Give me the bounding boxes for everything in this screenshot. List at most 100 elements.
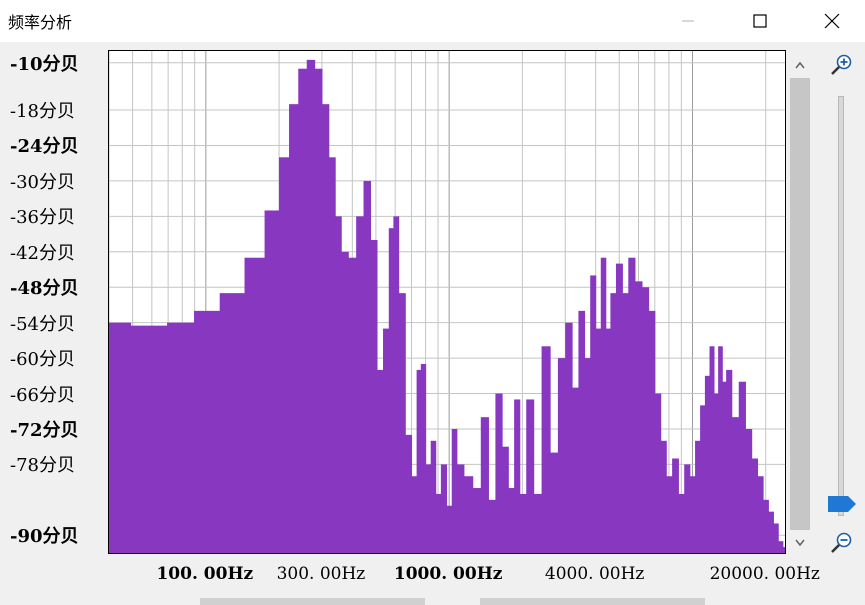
x-axis-labels: 100. 00Hz 300. 00Hz 1000. 00Hz 4000. 00Hz 20… <box>108 560 819 590</box>
zoom-slider-handle[interactable] <box>826 494 858 518</box>
spectrum-bar <box>420 364 427 553</box>
spectrum-bar <box>757 476 764 553</box>
minimize-button[interactable] <box>665 0 711 42</box>
spectrum-bar <box>370 239 378 553</box>
y-tick-label: -10分贝 <box>10 53 79 75</box>
spectrum-bar <box>446 505 453 553</box>
spectrum-bar <box>130 325 168 553</box>
spectrum-bar <box>278 157 290 553</box>
spectrum-bar <box>425 464 432 553</box>
y-tick-label: -30分贝 <box>10 171 75 193</box>
spectrum-bar <box>335 216 342 553</box>
x-tick-label: 20000. 00Hz <box>709 564 820 584</box>
spectrum-bar <box>641 287 650 553</box>
spectrum-bar <box>738 381 746 553</box>
spectrum-bar <box>672 458 679 553</box>
spectrum-bar <box>376 369 384 553</box>
spectrum-bar <box>383 328 390 553</box>
spectrum-bar <box>109 322 132 553</box>
spectrum-bar <box>689 476 696 553</box>
maximize-icon <box>753 14 767 28</box>
spectrum-bar <box>541 346 551 553</box>
spectrum-bar <box>502 446 509 553</box>
scroll-up-button[interactable] <box>787 54 813 76</box>
slider-handle-icon <box>828 496 856 512</box>
zoom-in-button[interactable] <box>828 52 854 78</box>
spectrum-bar <box>393 216 400 553</box>
spectrum-bar <box>595 328 602 553</box>
spectrum-bar <box>600 257 607 553</box>
spectrum-bar <box>709 346 715 553</box>
spectrum-bar <box>731 417 740 553</box>
spectrum-bar <box>572 387 580 553</box>
spectrum-bar <box>219 293 246 553</box>
maximize-button[interactable] <box>737 0 783 42</box>
y-tick-label: -54分贝 <box>10 313 75 335</box>
spectrum-bar <box>565 322 573 553</box>
spectrum-bar <box>578 310 586 553</box>
y-tick-label: -42分贝 <box>10 242 75 264</box>
zoom-in-icon <box>831 54 852 75</box>
spectrum-bar <box>704 375 711 553</box>
spectrum-bar <box>718 346 723 553</box>
spectrum-bar <box>778 541 784 553</box>
y-tick-label: -18分贝 <box>10 101 75 123</box>
x-tick-label: 100. 00Hz <box>156 564 254 584</box>
y-axis-labels: -10分贝 -18分贝 -24分贝 -30分贝 -36分贝 -42分贝 -48分贝 -54分贝… <box>0 50 108 554</box>
spectrum-bar <box>508 488 515 553</box>
window-title: 频率分析 <box>8 13 73 32</box>
scroll-down-button[interactable] <box>787 532 813 554</box>
spectrum-bar <box>628 257 636 553</box>
spectrum-bar <box>495 393 503 553</box>
spectrum-bar <box>456 464 465 553</box>
spectrum-bar <box>615 263 623 553</box>
x-tick-label: 1000. 00Hz <box>393 564 503 584</box>
scrollbar-thumb[interactable] <box>790 78 810 530</box>
zoom-out-button[interactable] <box>828 530 854 556</box>
spectrum-bar <box>430 440 437 553</box>
horizontal-scrollbar-right[interactable] <box>480 598 705 605</box>
y-tick-label: -36分贝 <box>10 207 75 229</box>
spectrum-bar <box>440 464 448 553</box>
y-tick-label: -60分贝 <box>10 349 75 371</box>
spectrum-bar <box>722 381 727 553</box>
spectrum-chart <box>109 51 785 553</box>
horizontal-scrollbar-left[interactable] <box>200 598 425 605</box>
spectrum-bar <box>695 440 701 553</box>
spectrum-bar <box>684 464 691 553</box>
spectrum-bar <box>363 180 372 553</box>
y-tick-label: -66分贝 <box>10 384 75 406</box>
spectrum-bar <box>590 275 597 553</box>
spectrum-bar <box>488 499 497 553</box>
minimize-icon <box>682 20 694 22</box>
spectrum-bar <box>348 257 357 553</box>
spectrum-bar <box>700 405 706 553</box>
spectrum-bar <box>605 328 611 553</box>
spectrum-bar <box>480 417 489 553</box>
chevron-down-icon <box>795 539 805 547</box>
spectrum-bar <box>773 523 779 553</box>
spectrum-bar <box>306 59 316 553</box>
spectrum-bar <box>416 369 422 553</box>
spectrum-bar <box>678 493 685 553</box>
spectrum-plot[interactable] <box>108 50 786 554</box>
spectrum-bar <box>533 493 543 553</box>
spectrum-bar <box>763 499 769 553</box>
spectrum-bar <box>435 493 442 553</box>
y-tick-label: -72分贝 <box>10 419 79 441</box>
zoom-slider-track[interactable] <box>838 96 844 516</box>
y-tick-label: -48分贝 <box>10 278 79 300</box>
spectrum-bar <box>584 358 591 553</box>
close-icon <box>824 13 840 29</box>
close-button[interactable] <box>809 0 855 42</box>
spectrum-bar <box>666 476 673 553</box>
spectrum-bar <box>557 358 566 553</box>
spectrum-bar <box>298 68 308 553</box>
spectrum-bar <box>660 440 667 553</box>
spectrum-bar <box>622 293 629 553</box>
spectrum-bar <box>550 452 559 553</box>
vertical-scrollbar[interactable] <box>787 52 813 554</box>
spectrum-bar <box>405 434 413 553</box>
y-tick-label: -24分贝 <box>10 136 79 158</box>
spectrum-bar <box>264 210 280 553</box>
